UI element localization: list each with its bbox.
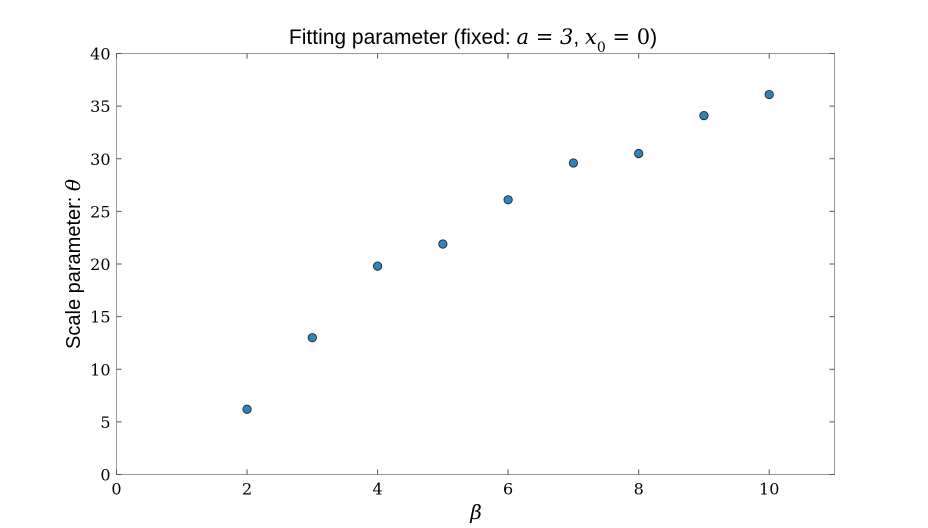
title-prefix: Fitting parameter (fixed:	[289, 26, 517, 49]
title-math-x-val: = 0	[606, 25, 650, 49]
title-math-x: x	[585, 25, 597, 49]
title-sep: ,	[573, 26, 585, 49]
data-point	[503, 195, 513, 205]
y-tick-label: 35	[90, 97, 110, 116]
y-tick-label: 40	[90, 45, 110, 64]
axis-ticks: 0 2 4 6 8 10 0 5 10 15 20 25 30 35 40	[90, 45, 835, 499]
data-point	[372, 261, 383, 271]
data-points	[242, 89, 774, 414]
y-tick-label: 30	[90, 150, 110, 169]
data-point	[242, 404, 252, 414]
x-tick-label: 4	[372, 480, 382, 499]
chart-title: Fitting parameter (fixed: a = 3, x0 = 0)	[289, 25, 657, 56]
y-tick-label: 15	[90, 308, 110, 327]
data-point	[699, 110, 709, 121]
plot-area: 0 2 4 6 8 10 0 5 10 15 20 25 30 35 40	[90, 45, 835, 499]
y-axis-label-math: θ	[61, 179, 85, 191]
title-suffix: )	[650, 26, 657, 49]
plot-frame	[116, 53, 835, 475]
title-math-a: a = 3	[517, 25, 574, 49]
data-point	[568, 158, 579, 168]
y-tick-label: 20	[90, 255, 110, 274]
x-tick-label: 6	[503, 480, 513, 499]
y-axis-label: Scale parameter: θ	[61, 179, 85, 349]
y-tick-label: 5	[100, 413, 110, 432]
title-math-sub: 0	[597, 40, 606, 56]
y-tick-label: 0	[100, 466, 110, 485]
data-point	[764, 89, 774, 100]
y-tick-label: 25	[90, 202, 110, 221]
y-tick-label: 10	[90, 360, 110, 379]
data-point	[634, 148, 644, 159]
data-point	[307, 333, 317, 343]
y-axis-label-text: Scale parameter:	[63, 191, 85, 349]
x-tick-label: 8	[634, 480, 644, 499]
x-tick-label: 2	[242, 480, 252, 499]
x-axis-label: β	[469, 500, 482, 524]
data-point	[438, 239, 448, 249]
x-tick-label: 0	[111, 480, 121, 499]
x-tick-label: 10	[759, 480, 779, 499]
